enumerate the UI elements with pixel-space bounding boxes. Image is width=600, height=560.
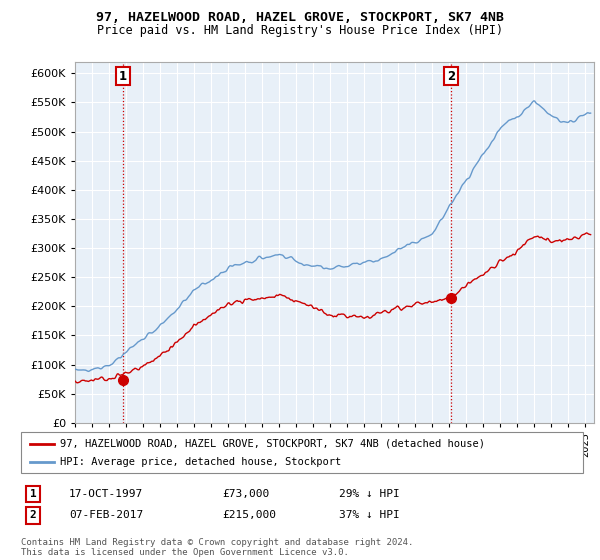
Text: HPI: Average price, detached house, Stockport: HPI: Average price, detached house, Stoc… xyxy=(60,457,341,466)
Text: Contains HM Land Registry data © Crown copyright and database right 2024.
This d: Contains HM Land Registry data © Crown c… xyxy=(21,538,413,557)
Text: £73,000: £73,000 xyxy=(222,489,269,499)
Text: 29% ↓ HPI: 29% ↓ HPI xyxy=(339,489,400,499)
Text: 17-OCT-1997: 17-OCT-1997 xyxy=(69,489,143,499)
Text: 2: 2 xyxy=(447,69,455,82)
Text: 1: 1 xyxy=(29,489,37,499)
Text: Price paid vs. HM Land Registry's House Price Index (HPI): Price paid vs. HM Land Registry's House … xyxy=(97,24,503,36)
Text: 07-FEB-2017: 07-FEB-2017 xyxy=(69,510,143,520)
Text: 1: 1 xyxy=(119,69,127,82)
Text: 2: 2 xyxy=(29,510,37,520)
Text: £215,000: £215,000 xyxy=(222,510,276,520)
Text: 97, HAZELWOOD ROAD, HAZEL GROVE, STOCKPORT, SK7 4NB (detached house): 97, HAZELWOOD ROAD, HAZEL GROVE, STOCKPO… xyxy=(60,439,485,449)
Text: 97, HAZELWOOD ROAD, HAZEL GROVE, STOCKPORT, SK7 4NB: 97, HAZELWOOD ROAD, HAZEL GROVE, STOCKPO… xyxy=(96,11,504,24)
Text: 37% ↓ HPI: 37% ↓ HPI xyxy=(339,510,400,520)
